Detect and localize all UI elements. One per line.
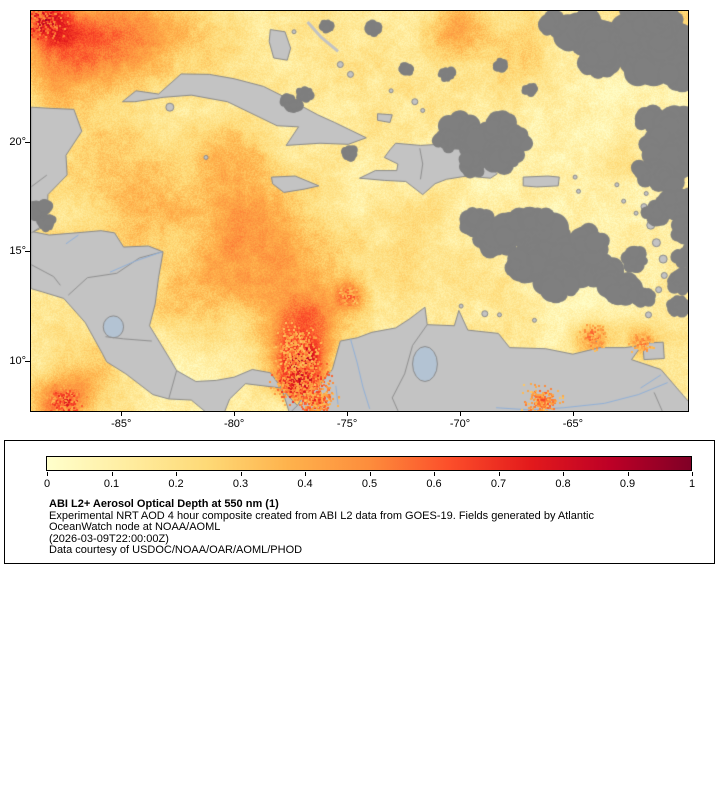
y-axis-tick-label: 10° xyxy=(9,354,26,367)
colorbar-tick xyxy=(111,472,113,476)
legend-credit: Data courtesy of USDOC/NOAA/OAR/AOML/PHO… xyxy=(49,544,303,557)
colorbar-tick xyxy=(176,472,177,476)
x-axis-tick-label: -75° xyxy=(336,418,358,430)
colorbar-tick-label: 0.9 xyxy=(619,478,636,490)
legend-panel: ABI L2+ Aerosol Optical Depth at 550 nm … xyxy=(4,440,715,564)
legend-title: ABI L2+ Aerosol Optical Depth at 550 nm … xyxy=(49,498,279,510)
x-axis-tick-label: -85° xyxy=(111,418,132,430)
colorbar-tick xyxy=(563,472,564,476)
x-axis-tick xyxy=(459,412,461,416)
colorbar-tick xyxy=(692,472,693,476)
colorbar xyxy=(46,456,692,471)
colorbar-tick-label: 0.5 xyxy=(361,478,378,490)
x-axis-tick xyxy=(121,412,123,416)
colorbar-tick-label: 0.1 xyxy=(103,478,120,490)
legend-text-block: ABI L2+ Aerosol Optical Depth at 550 nm … xyxy=(49,498,624,557)
colorbar-tick-label: 0.8 xyxy=(555,478,571,490)
aod-heatmap-canvas xyxy=(30,10,689,412)
y-axis-tick-label: 15° xyxy=(9,245,26,258)
colorbar-tick xyxy=(47,472,48,476)
x-axis-tick-label: -65° xyxy=(562,418,583,430)
y-axis-tick xyxy=(25,251,30,253)
colorbar-tick-label: 0.6 xyxy=(426,478,442,490)
map-panel: -85° -80° -75° -70° -65° 20° 15° 10° xyxy=(9,10,689,430)
y-axis-tick xyxy=(25,360,30,362)
y-axis-tick-label: 20° xyxy=(9,136,26,149)
y-axis-tick xyxy=(25,142,30,144)
colorbar-tick xyxy=(305,472,306,476)
x-axis-tick-label: -70° xyxy=(449,418,471,430)
colorbar-tick-label: 0.4 xyxy=(297,478,313,490)
colorbar-tick xyxy=(434,472,435,476)
colorbar-tick xyxy=(240,472,242,476)
colorbar-tick xyxy=(627,472,629,476)
colorbar-tick-label: 0 xyxy=(43,478,51,490)
colorbar-tick-label: 0.7 xyxy=(490,478,507,490)
colorbar-tick xyxy=(498,472,500,476)
x-axis-tick xyxy=(234,412,236,416)
colorbar-tick-label: 0.2 xyxy=(168,478,184,490)
x-axis-tick-label: -80° xyxy=(224,418,245,430)
legend-description: Experimental NRT AOD 4 hour composite cr… xyxy=(49,509,594,534)
x-axis-tick xyxy=(572,412,574,416)
colorbar-tick xyxy=(369,472,371,476)
colorbar-tick-label: 0.3 xyxy=(232,478,249,490)
x-axis-tick xyxy=(347,412,349,416)
legend-timestamp: (2026-03-09T22:00:00Z) xyxy=(49,532,169,545)
colorbar-tick-label: 1 xyxy=(688,478,696,490)
